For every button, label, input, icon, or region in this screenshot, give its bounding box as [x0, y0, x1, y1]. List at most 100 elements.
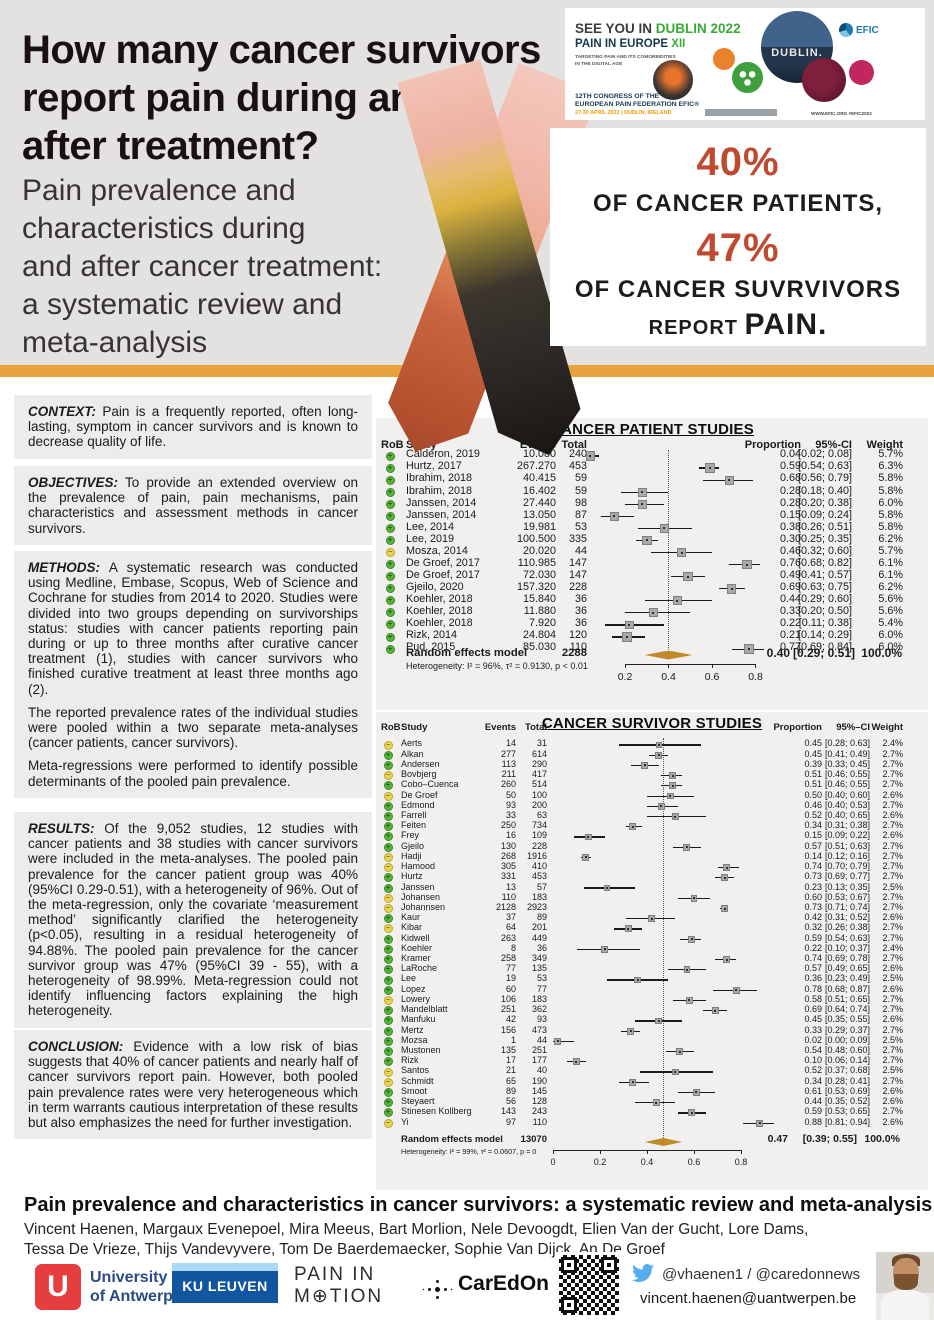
events-value: 19.981	[522, 520, 556, 533]
point-estimate-square	[756, 1119, 764, 1127]
events-value: 251	[500, 1004, 516, 1015]
events-value: 135	[500, 1045, 516, 1056]
risk-of-bias-icon: +	[383, 965, 393, 975]
weight-value: 2.5%	[882, 1065, 903, 1076]
orange-circle	[713, 48, 735, 70]
total-value: 228	[568, 581, 587, 594]
events-value: 305	[500, 861, 516, 872]
events-value: 143	[500, 1106, 516, 1117]
point-estimate-square	[603, 884, 611, 892]
ci-value: [0.35; 0.55]	[824, 1014, 870, 1025]
point-estimate-square	[652, 1099, 660, 1107]
study-label: Mertz	[401, 1024, 424, 1035]
authors-list: Vincent Haenen, Margaux Evenepoel, Mira …	[24, 1221, 809, 1258]
proportion-value: 0.51	[804, 779, 822, 790]
total-value: 349	[531, 953, 547, 964]
weight-value: 2.7%	[882, 891, 903, 902]
ci-value: [0.51; 0.63]	[824, 840, 870, 851]
point-estimate-square	[726, 583, 737, 594]
total-value: 147	[568, 556, 587, 569]
study-label: Lee	[401, 973, 417, 984]
ci-value: [0.71; 0.74]	[824, 901, 870, 912]
weight-value: 2.7%	[882, 1075, 903, 1086]
point-estimate-square	[723, 956, 731, 964]
proportion-value: 0.33	[804, 1024, 822, 1035]
total-value: 514	[531, 779, 547, 790]
weight-value: 2.7%	[882, 871, 903, 882]
proportion-value: 0.69	[779, 581, 801, 594]
weight-value: 2.7%	[882, 748, 903, 759]
ci-value: [0.13; 0.35]	[824, 881, 870, 892]
x-axis	[625, 664, 756, 666]
ci-value: [0.41; 0.57]	[797, 569, 852, 581]
ci-value: [0.69; 0.78]	[824, 953, 870, 964]
risk-of-bias-icon: +	[383, 781, 393, 791]
point-estimate-square	[683, 571, 693, 582]
total-value: 120	[568, 629, 587, 642]
total-value: 53	[574, 520, 587, 533]
ku-leuven-sky-band	[172, 1263, 278, 1271]
proportion-value: 0.58	[804, 993, 822, 1004]
events-value: 89	[505, 1085, 516, 1096]
poster-subtitle: Pain prevalence and characteristics duri…	[22, 174, 383, 359]
ci-value: [0.00; 0.09]	[824, 1034, 870, 1045]
proportion-value: 0.44	[804, 1096, 822, 1107]
total-value: 53	[536, 973, 547, 984]
banner-website: WWW.EFIC.ORG #EFIC2022	[811, 111, 872, 116]
study-label: Bovbjerg	[401, 769, 437, 780]
proportion-value: 0.76	[779, 556, 801, 569]
proportion-value: 0.46	[804, 799, 822, 810]
events-value: 156	[500, 1024, 516, 1035]
total-value: 110	[532, 1116, 547, 1127]
study-label: Santos	[401, 1065, 430, 1076]
forest-title: CANCER SURVIVOR STUDIES	[541, 715, 763, 732]
study-label: Rizk	[401, 1055, 419, 1066]
axis-tick	[624, 664, 626, 668]
total-value: 417	[531, 769, 547, 780]
point-estimate-square	[601, 946, 608, 953]
risk-of-bias-icon: −	[383, 893, 393, 903]
risk-of-bias-icon: +	[383, 1026, 393, 1036]
risk-of-bias-icon: +	[383, 1087, 393, 1097]
axis-tick-label: 0.6	[687, 1157, 701, 1167]
events-value: 24.804	[522, 629, 556, 642]
study-label: LaRoche	[401, 963, 438, 974]
weight-value: 5.7%	[878, 544, 903, 557]
pooled-total: 2288	[561, 646, 587, 659]
study-label: Aerts	[401, 738, 423, 749]
risk-of-bias-icon: +	[383, 1016, 393, 1026]
ci-value: [0.69; 0.77]	[824, 871, 870, 882]
risk-of-bias-icon: +	[383, 914, 393, 924]
contact-email: vincent.haenen@uantwerpen.be	[640, 1290, 857, 1307]
point-estimate-square	[624, 620, 634, 630]
proportion-value: 0.73	[804, 901, 822, 912]
study-label: Stinesen Kollberg	[401, 1106, 472, 1117]
total-value: 290	[531, 758, 547, 769]
point-estimate-square	[721, 905, 729, 912]
column-header: 95%-CI	[815, 439, 852, 452]
twitter-icon	[632, 1264, 654, 1282]
risk-of-bias-icon: +	[383, 1047, 393, 1057]
events-value: 77	[505, 963, 516, 974]
column-header: Proportion	[744, 439, 801, 452]
context-text: CONTEXT: Pain is a frequently reported, …	[28, 404, 358, 450]
weight-value: 2.6%	[882, 912, 903, 923]
total-value: 335	[568, 532, 587, 545]
proportion-value: 0.33	[779, 605, 801, 618]
point-estimate-square	[629, 1078, 637, 1086]
column-header: RoB	[381, 439, 404, 452]
weight-value: 2.6%	[882, 1014, 903, 1025]
total-value: 110	[569, 641, 587, 654]
proportion-value: 0.59	[779, 460, 801, 473]
ci-value: [0.63; 0.75]	[797, 581, 852, 594]
total-value: 147	[568, 569, 587, 581]
point-estimate-square	[744, 644, 754, 654]
skeleton-photo-circle	[653, 60, 693, 100]
ci-value: [0.41; 0.49]	[824, 748, 870, 759]
total-value: 177	[531, 1055, 547, 1066]
weight-value: 5.6%	[878, 605, 903, 618]
weight-value: 2.7%	[882, 953, 903, 964]
total-value: 57	[536, 881, 547, 892]
proportion-value: 0.32	[804, 922, 822, 933]
ci-value: [0.26; 0.38]	[824, 922, 870, 933]
